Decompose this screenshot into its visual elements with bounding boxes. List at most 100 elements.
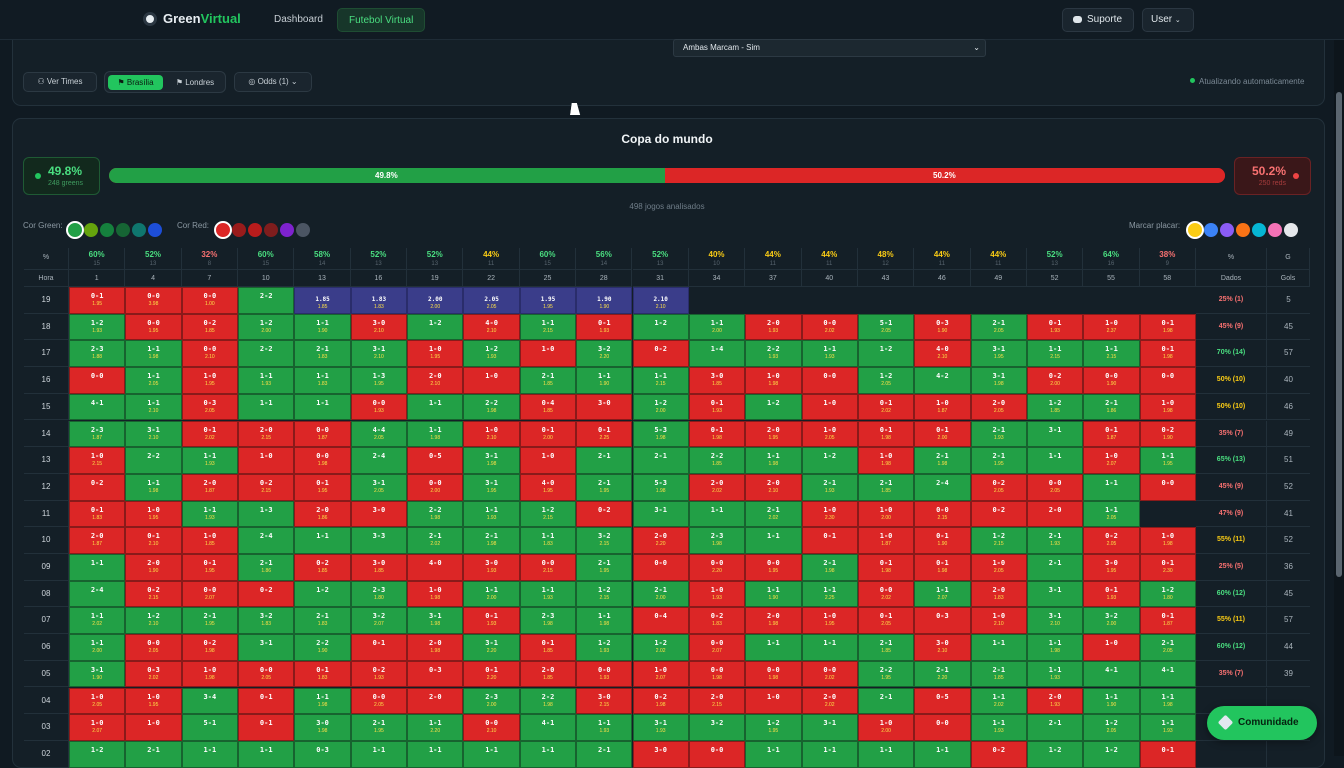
match-cell[interactable]: 2-0 2.02	[688, 473, 746, 501]
match-cell[interactable]: 1-1	[688, 500, 746, 528]
match-cell[interactable]: 1-1 1.98	[294, 687, 351, 715]
match-cell[interactable]: 2-3 1.88	[69, 340, 126, 368]
red-color-swatch[interactable]	[264, 223, 278, 237]
match-cell[interactable]: 1-1	[801, 634, 858, 661]
match-cell[interactable]: 1-1	[463, 740, 520, 768]
londres-option[interactable]: ⚑ Londres	[175, 78, 215, 87]
match-cell[interactable]: 1-1 2.15	[1026, 340, 1084, 368]
match-cell[interactable]: 0-1 2.00	[914, 420, 971, 448]
match-cell[interactable]: 1-1 2.25	[801, 580, 858, 608]
match-cell[interactable]: 2-2 1.98	[463, 393, 520, 421]
mark-color-swatch[interactable]	[1186, 221, 1204, 239]
match-cell[interactable]: 2-2	[238, 340, 295, 368]
match-cell[interactable]: 0-0 2.02	[857, 580, 915, 608]
match-cell[interactable]: 1-1	[970, 634, 1027, 661]
match-cell[interactable]: 0-2 2.05	[970, 473, 1027, 501]
match-cell[interactable]: 0-1 1.98	[688, 420, 746, 448]
match-cell[interactable]: 1-1	[407, 740, 464, 768]
match-cell[interactable]: 2-1 1.85	[857, 634, 915, 661]
match-cell[interactable]: 1-2 1.93	[463, 340, 520, 368]
match-cell[interactable]: 1-4	[688, 340, 746, 368]
match-cell[interactable]: 1-1	[857, 740, 915, 768]
match-cell[interactable]: 3-1	[238, 634, 295, 661]
match-cell[interactable]: 0-1	[801, 527, 858, 554]
match-cell[interactable]: 1-1	[294, 393, 351, 421]
match-cell[interactable]: 1-1 1.83	[519, 527, 577, 554]
match-cell[interactable]: 3-1 2.10	[1026, 607, 1084, 635]
match-cell[interactable]: 2-4	[69, 580, 126, 608]
match-cell[interactable]: 0-1 1.85	[519, 634, 577, 661]
match-cell[interactable]: 0-1	[1139, 740, 1196, 768]
nav-dashboard[interactable]: Dashboard	[274, 14, 323, 25]
match-cell[interactable]: 3-0	[632, 740, 689, 768]
mark-color-swatch[interactable]	[1220, 223, 1234, 237]
match-cell[interactable]: 0-1 1.93	[688, 393, 746, 421]
match-cell[interactable]: 1-0 1.98	[1139, 527, 1196, 554]
match-cell[interactable]: 4-0	[407, 554, 464, 581]
match-cell[interactable]: 1-1 2.02	[69, 607, 126, 635]
match-cell[interactable]: 1-0 1.95	[125, 687, 182, 715]
match-cell[interactable]: 2-0 2.10	[745, 473, 802, 501]
match-cell[interactable]: 2-1 2.00	[632, 580, 689, 608]
match-cell[interactable]: 2-1	[1026, 714, 1084, 741]
match-cell[interactable]: 0-1 1.98	[1139, 313, 1196, 341]
match-cell[interactable]: 1-1	[519, 740, 577, 768]
match-cell[interactable]: 1-2 2.05	[857, 367, 915, 394]
nav-futebol-virtual[interactable]: Futebol Virtual	[337, 8, 426, 32]
match-cell[interactable]: 1-0	[519, 340, 577, 368]
match-cell[interactable]: 2-3 1.80	[350, 580, 408, 608]
match-cell[interactable]: 2-1 1.95	[576, 554, 633, 581]
match-cell[interactable]: 1-1 2.00	[463, 580, 520, 608]
match-cell[interactable]: 3-1 2.20	[463, 634, 520, 661]
match-cell[interactable]: 0-1 1.95	[69, 287, 126, 314]
match-cell[interactable]: 0-2	[238, 580, 295, 608]
match-cell[interactable]: 0-2	[970, 500, 1027, 528]
match-cell[interactable]: 1-0 2.10	[970, 607, 1027, 635]
match-cell[interactable]: 2-0	[1026, 500, 1084, 528]
match-cell[interactable]: 0-0 1.93	[576, 660, 633, 688]
match-cell[interactable]: 0-1 2.00	[519, 420, 577, 448]
match-cell[interactable]: 3-4	[181, 687, 239, 715]
match-cell[interactable]: 1-1 1.98	[745, 447, 802, 474]
match-cell[interactable]: 4-1	[519, 714, 577, 741]
match-cell[interactable]: 3-1 2.10	[125, 420, 182, 448]
match-cell[interactable]: 2-3 1.98	[519, 607, 577, 635]
match-cell[interactable]: 1-0 1.95	[407, 340, 464, 368]
match-cell[interactable]: 0-1 1.98	[857, 420, 915, 448]
match-cell[interactable]: 1-2 1.85	[1026, 393, 1084, 421]
match-cell[interactable]: 3-1 2.10	[350, 340, 408, 368]
match-cell[interactable]: 1-2 2.05	[1083, 714, 1140, 741]
match-cell[interactable]: 2-1	[125, 740, 182, 768]
match-cell[interactable]: 0-1	[350, 634, 408, 661]
match-cell[interactable]: 2-1 1.95	[576, 473, 633, 501]
match-cell[interactable]: 3-0	[576, 393, 633, 421]
match-cell[interactable]: 2-0 1.83	[970, 580, 1027, 608]
match-cell[interactable]: 1-2	[745, 393, 802, 421]
match-cell[interactable]: 0-0 2.02	[801, 313, 858, 341]
match-cell[interactable]: 2-1 2.20	[914, 660, 971, 688]
match-cell[interactable]: 2-1 1.98	[914, 447, 971, 474]
match-cell[interactable]: 0-2	[69, 473, 126, 501]
match-cell[interactable]: 1-0 2.05	[801, 420, 858, 448]
mark-color-swatch[interactable]	[1204, 223, 1218, 237]
match-cell[interactable]: 0-0 1.98	[745, 660, 802, 688]
match-cell[interactable]: 1-1 2.05	[125, 367, 182, 394]
match-cell[interactable]: 3-0	[350, 500, 408, 528]
match-cell[interactable]: 0-4 1.85	[519, 393, 577, 421]
match-cell[interactable]: 1-0 1.93	[688, 580, 746, 608]
match-cell[interactable]: 2-0 2.02	[801, 687, 858, 715]
match-cell[interactable]: 1-2 2.02	[632, 634, 689, 661]
match-cell[interactable]: 2-1 1.95	[350, 714, 408, 741]
match-cell[interactable]: 1-1 1.93	[519, 580, 577, 608]
match-cell[interactable]: 1-0 2.15	[69, 447, 126, 474]
match-cell[interactable]: 3-2 2.20	[576, 340, 633, 368]
match-cell[interactable]: 2-2 1.95	[857, 660, 915, 688]
match-cell[interactable]: 0-0	[1139, 473, 1196, 501]
match-cell[interactable]: 1-2	[1083, 740, 1140, 768]
match-cell[interactable]: 1-1 2.15	[632, 367, 689, 394]
match-cell[interactable]: 0-1 1.83	[294, 660, 351, 688]
match-cell[interactable]: 1.90 1.90	[576, 287, 633, 314]
red-color-swatch[interactable]	[296, 223, 310, 237]
scrollbar-thumb[interactable]	[1336, 92, 1342, 577]
match-cell[interactable]: 5-1	[181, 714, 239, 741]
